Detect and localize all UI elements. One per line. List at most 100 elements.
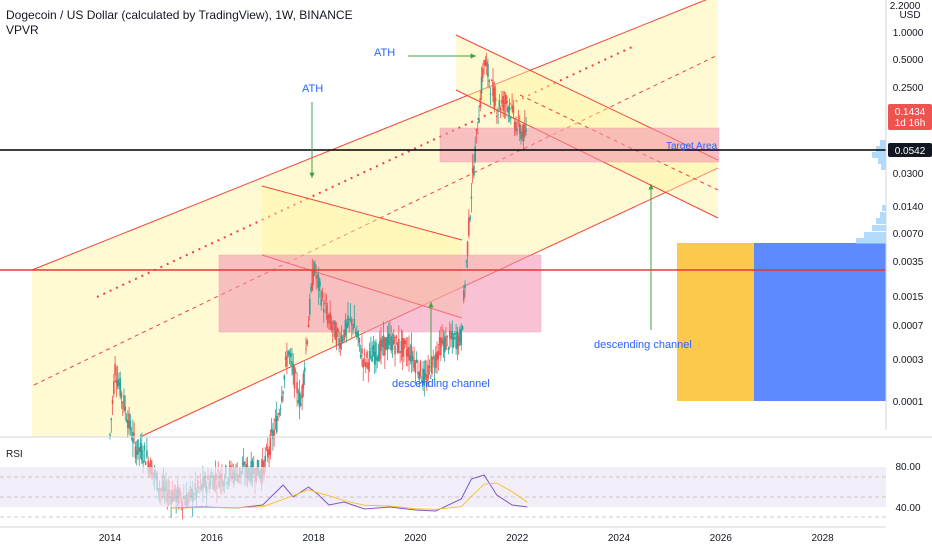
vpvr-bar — [880, 140, 886, 146]
price-tick-label: 0.0300 — [893, 169, 924, 180]
vpvr-bar — [880, 212, 886, 218]
candle-body — [427, 365, 429, 379]
candle-body — [138, 448, 141, 452]
candle-body — [363, 354, 366, 356]
price-top-label: 2.2000 — [890, 1, 921, 12]
candle-body — [279, 408, 282, 410]
price-axis[interactable]: 2.2000 USD 1.0000 0.5000 0.2500 0.0300 0.014… — [885, 0, 932, 430]
candle-body — [307, 324, 310, 328]
vpvr-bar — [882, 205, 886, 211]
candle-body — [371, 355, 373, 362]
candle-body — [520, 132, 522, 140]
candle-body — [367, 362, 370, 370]
candle-body — [352, 326, 354, 330]
candle-body — [113, 381, 115, 395]
candle-body — [488, 80, 491, 82]
candle-body — [448, 330, 451, 339]
candle-body — [438, 337, 441, 345]
candle-body — [436, 351, 438, 361]
projection-yellow-box — [677, 243, 754, 401]
annotation-layer: ATH ATH Target Area descending channel d… — [302, 47, 718, 390]
year-label: 2024 — [608, 533, 631, 544]
candle-body — [330, 321, 333, 330]
candle-body — [300, 403, 302, 406]
candle-body — [469, 216, 471, 220]
candle-body — [499, 107, 502, 111]
ath-label-2: ATH — [302, 83, 323, 95]
candle-body — [269, 434, 272, 456]
candle-body — [329, 312, 331, 324]
price-tick-label: 1.0000 — [893, 28, 924, 39]
overlay-layer — [0, 53, 886, 372]
candle-body — [392, 334, 395, 344]
candle-body — [353, 319, 356, 328]
candle-body — [470, 196, 473, 199]
candle-body — [280, 396, 283, 402]
candle-body — [127, 420, 129, 429]
candle-body — [524, 124, 526, 136]
candle-body — [277, 418, 279, 420]
candle-body — [272, 430, 274, 439]
price-tick-label: 0.2500 — [893, 83, 924, 94]
candle-body — [333, 320, 335, 325]
price-tick-label: 0.0070 — [893, 229, 924, 240]
candle-body — [390, 336, 393, 351]
candle-body — [146, 450, 148, 457]
candle-body — [358, 337, 361, 343]
candle-body — [423, 369, 426, 386]
candle-body — [325, 305, 328, 314]
ath-label-1: ATH — [374, 47, 395, 59]
candle-body — [270, 429, 273, 433]
candle-body — [143, 445, 146, 451]
candle-body — [389, 334, 391, 336]
candle-body — [483, 60, 485, 65]
candle-body — [398, 338, 400, 352]
vpvr-bar — [856, 238, 886, 244]
candle-body — [130, 438, 133, 440]
candle-body — [111, 399, 114, 404]
candle-body — [134, 446, 137, 458]
candle-body — [442, 340, 445, 345]
candle-body — [298, 391, 301, 408]
candle-body — [405, 350, 408, 356]
candle-body — [343, 329, 345, 341]
candle-body — [125, 419, 128, 422]
candle-body — [314, 262, 316, 274]
candle-body — [391, 340, 394, 351]
price-tick-label: 0.0035 — [893, 257, 924, 268]
candle-body — [461, 325, 464, 330]
descending-channel-2-fill — [456, 35, 718, 218]
time-axis[interactable]: 2014 2016 2018 2020 2022 2024 2026 2028 — [0, 526, 886, 544]
descending-channel-label-2: descending channel — [594, 339, 692, 351]
candle-body — [473, 165, 475, 176]
candle-body — [378, 340, 381, 360]
candle-body — [503, 103, 506, 105]
candle-body — [496, 115, 498, 117]
candle-body — [115, 380, 118, 383]
year-label: 2020 — [404, 533, 427, 544]
candle-body — [521, 131, 524, 138]
candle-body — [129, 420, 132, 430]
ath-arrow-2-head — [309, 172, 315, 178]
candle-body — [366, 351, 368, 358]
candle-body — [501, 99, 503, 104]
candle-body — [322, 308, 325, 313]
candle-body — [135, 450, 138, 455]
candle-body — [454, 332, 456, 336]
candle-body — [511, 104, 513, 110]
indicator-label[interactable]: VPVR — [6, 23, 39, 37]
rsi-upper-label: 80.00 — [895, 462, 920, 473]
vpvr-bar — [876, 218, 886, 224]
candle-body — [296, 382, 298, 394]
candle-body — [401, 338, 404, 357]
candle-body — [485, 61, 488, 66]
candle-body — [445, 337, 447, 350]
rsi-line — [171, 474, 528, 512]
candle-body — [385, 338, 387, 350]
lower-range-box — [218, 254, 542, 333]
candle-body — [428, 366, 431, 368]
candle-body — [334, 322, 337, 340]
candle-body — [426, 374, 428, 385]
price-tick-label: 0.0001 — [893, 397, 924, 408]
